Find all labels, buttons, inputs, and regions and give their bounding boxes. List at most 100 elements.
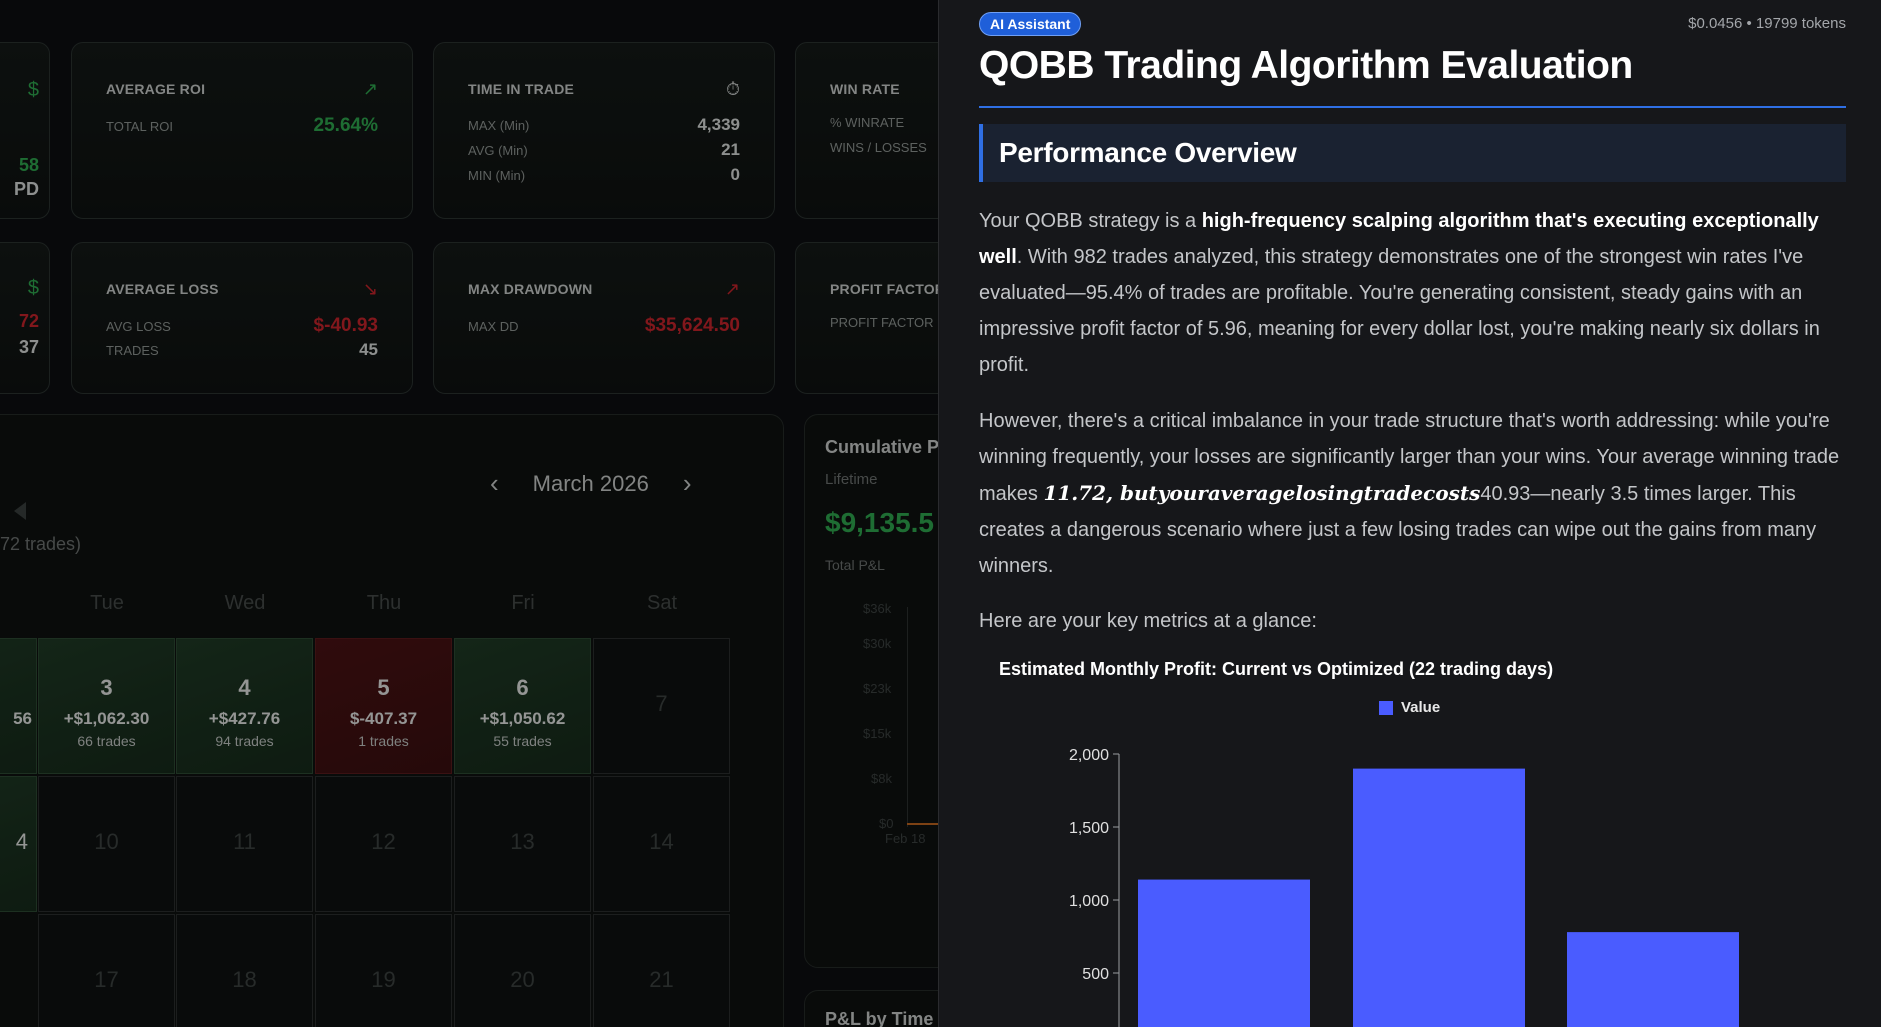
day-trades: 66 trades (77, 733, 136, 749)
calendar-day[interactable]: 17 (38, 914, 175, 1027)
metric-value: 45 (359, 340, 378, 359)
average-roi-card: AVERAGE ROI ↗ TOTAL ROI 25.64% (71, 42, 413, 219)
partial-value-a: $ (27, 79, 39, 101)
chart-bar[interactable] (1138, 879, 1310, 1027)
chart-bar[interactable] (1567, 932, 1739, 1027)
metric-value: $35,624.50 (644, 315, 740, 336)
cumulative-subtitle: Lifetime (825, 471, 878, 488)
day-number: 13 (510, 829, 535, 854)
calendar-day[interactable]: 11 (176, 776, 313, 912)
metric-value: 25.64% (313, 115, 378, 136)
calendar-day[interactable]: 10 (38, 776, 175, 912)
day-trades: 94 trades (215, 733, 274, 749)
calendar-day[interactable]: 21 (593, 914, 730, 1027)
ytick-label: $30k (863, 636, 892, 651)
metric-value: 4,339 (697, 115, 740, 134)
day-number: 3 (100, 675, 113, 700)
max-drawdown-card: MAX DRAWDOWN ↗ MAX DD $35,624.50 (433, 242, 775, 394)
calendar-day-partial[interactable]: 56 (0, 638, 37, 774)
card-title: WIN RATE (830, 81, 900, 97)
metric-value: 21 (721, 140, 740, 159)
chart-title: Estimated Monthly Profit: Current vs Opt… (999, 659, 1554, 679)
ytick-label: $36k (863, 601, 892, 616)
pnl-by-time-title: P&L by Time (825, 1009, 934, 1027)
partial-value-b: 58 (18, 155, 39, 175)
calendar-day[interactable]: 13 (454, 776, 591, 912)
day-pnl: +$1,050.62 (479, 709, 566, 728)
paragraph-text: However, there's a critical imbalance in… (979, 410, 1840, 505)
calendar-day[interactable]: 14 (593, 776, 730, 912)
paragraph-text: . With 982 trades analyzed, this strateg… (979, 246, 1820, 376)
legend-swatch (1379, 700, 1393, 715)
day-trades: 55 trades (493, 733, 552, 749)
imbalance-paragraph: However, there's a critical imbalance in… (979, 403, 1846, 584)
ai-assistant-badge: AI Assistant (979, 12, 1082, 36)
card-title: AVERAGE ROI (106, 81, 206, 97)
partial-card-1: $ 58 PD (0, 42, 50, 219)
y-tick-label: 1,500 (1069, 820, 1109, 837)
section-heading: Performance Overview (979, 124, 1846, 182)
metric-label: AVG (Min) (468, 142, 528, 158)
calendar-month-nav: ‹ March 2026 › (490, 468, 692, 499)
chart-bar[interactable] (1353, 768, 1525, 1027)
prev-month-button[interactable]: ‹ (490, 468, 499, 498)
weekday-label: Thu (366, 592, 402, 614)
calendar-day[interactable]: 3 +$1,062.30 66 trades (38, 638, 175, 774)
day-number: 20 (510, 967, 535, 992)
calendar-day[interactable]: 5 $-407.37 1 trades (315, 638, 452, 774)
profit-factor-card: PROFIT FACTOR PROFIT FACTOR (795, 242, 938, 394)
calendar-day[interactable]: 18 (176, 914, 313, 1027)
pnl-by-time-card: P&L by Time (804, 990, 938, 1027)
partial-value-f: 37 (18, 337, 39, 357)
trend-up-icon: ↗ (362, 79, 378, 99)
y-tick-label: 500 (1082, 966, 1109, 983)
metric-label: TRADES (106, 342, 159, 358)
card-title: MAX DRAWDOWN (468, 281, 593, 297)
day-number: 11 (233, 829, 256, 854)
day-pnl: +$427.76 (208, 709, 281, 728)
ytick-label: $8k (871, 771, 892, 786)
metric-label: MAX (Min) (468, 117, 530, 133)
ytick-label: $0 (879, 816, 894, 831)
xtick-label: Feb 18 (885, 831, 926, 846)
win-rate-card: WIN RATE % WINRATE WINS / LOSSES (795, 42, 938, 219)
day-number: 17 (94, 967, 119, 992)
day-number: 21 (649, 967, 674, 992)
day-number: 12 (371, 829, 396, 854)
partial-value-d: $ (27, 277, 39, 299)
cumulative-value-label: Total P&L (825, 557, 885, 573)
day-number: 18 (232, 967, 257, 992)
calendar-day[interactable]: 6 +$1,050.62 55 trades (454, 638, 591, 774)
day-number: 10 (94, 829, 119, 854)
day-number: 5 (377, 675, 390, 700)
day-number: 6 (516, 675, 529, 700)
ytick-label: $15k (863, 726, 892, 741)
day-number: 4 (15, 829, 28, 854)
time-in-trade-card: TIME IN TRADE ⏱ MAX (Min) 4,339 AVG (Min)… (433, 42, 775, 219)
y-axis-line (907, 607, 908, 827)
weekday-label: Fri (511, 592, 535, 614)
calendar-day[interactable]: 4 +$427.76 94 trades (176, 638, 313, 774)
metric-value: $-40.93 (313, 315, 378, 336)
calendar-month-label: March 2026 (532, 470, 649, 496)
calendar-day-partial[interactable]: 4 (0, 776, 37, 912)
day-pnl: +$1,062.30 (63, 709, 150, 728)
calendar-day[interactable]: 7 (593, 638, 730, 774)
day-number: 4 (238, 675, 251, 700)
calendar-day[interactable]: 19 (315, 914, 452, 1027)
weekday-label: Sat (646, 592, 678, 614)
day-number: 7 (655, 691, 668, 716)
next-month-button[interactable]: › (682, 468, 692, 498)
paragraph-emphasis: high-frequency scalping algorithm that's… (979, 210, 1819, 268)
calendar-day[interactable]: 20 (454, 914, 591, 1027)
calendar-back-icon[interactable] (14, 502, 26, 520)
dashboard-background: $ 58 PD $ 72 37 AVERAGE ROI ↗ TOTAL ROI 2… (0, 0, 938, 1027)
metric-value: 0 (730, 165, 740, 184)
cumulative-pnl-card: Cumulative P Lifetime $9,135.5 Total P&L… (804, 414, 938, 968)
calendar-day[interactable]: 12 (315, 776, 452, 912)
day-trades: 1 trades (358, 733, 409, 749)
paragraph-text: Your QOBB strategy is a (979, 210, 1202, 232)
trend-up-icon: ↗ (724, 279, 740, 299)
paragraph-text: 40.93—nearly 3.5 times larger. This crea… (979, 483, 1817, 577)
title-divider (979, 106, 1846, 108)
